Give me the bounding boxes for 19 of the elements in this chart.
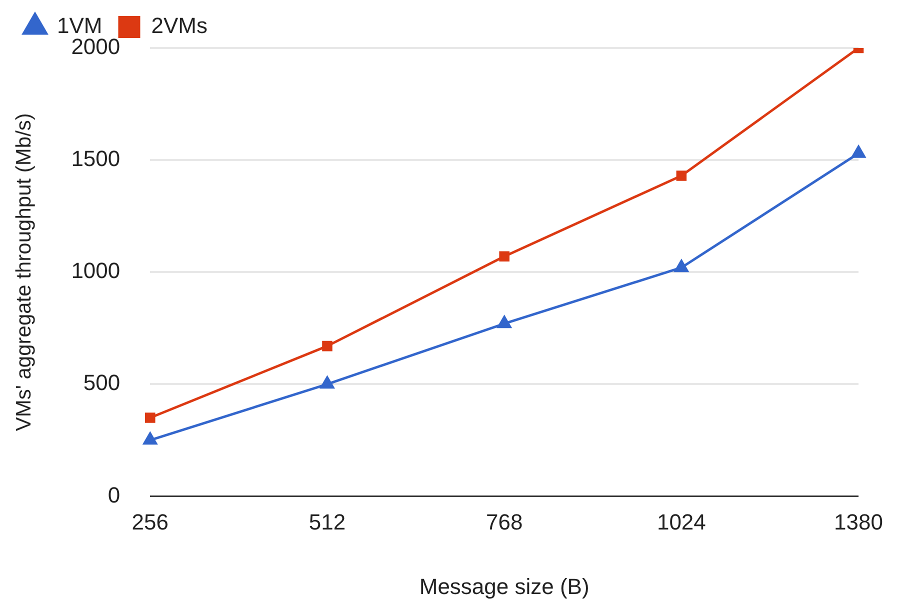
point [320, 376, 334, 389]
y-tick-label: 0 [108, 482, 120, 508]
x-tick-label: 1380 [834, 509, 884, 534]
legend-label: 2VMs [151, 13, 208, 38]
point [499, 251, 510, 262]
x-tick-label: 1024 [656, 509, 706, 534]
y-axis-title: VMs' aggregate throughput (Mb/s) [12, 113, 36, 432]
x-tick-label: 768 [486, 509, 523, 534]
x-axis-title: Message size (B) [419, 574, 590, 599]
point [676, 170, 687, 181]
point [143, 432, 158, 445]
y-tick-label: 500 [83, 370, 120, 396]
x-tick-label: 256 [132, 509, 168, 534]
y-tick-label: 1000 [71, 258, 120, 284]
x-tick-label: 512 [308, 509, 346, 534]
y-tick-label: 1500 [71, 146, 120, 172]
point [322, 340, 332, 352]
point [497, 316, 512, 328]
point [674, 260, 688, 272]
